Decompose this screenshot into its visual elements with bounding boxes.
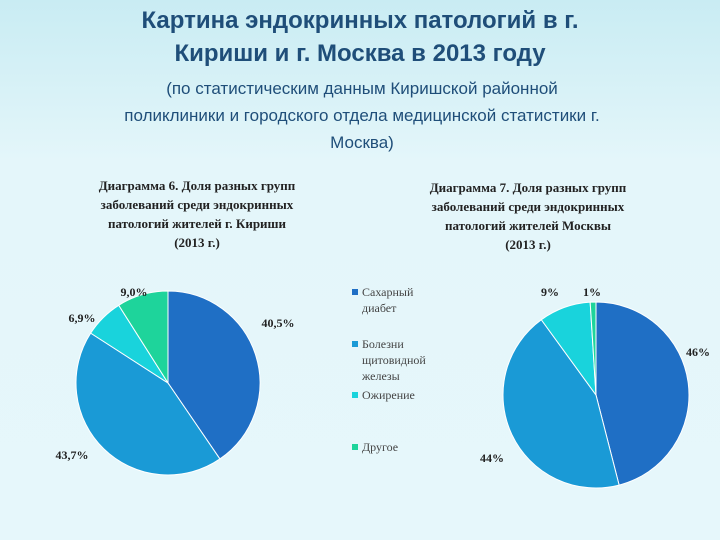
legend-entry: Другое (362, 440, 399, 454)
legend-swatch (352, 392, 358, 398)
data-label: 9% (541, 285, 559, 299)
legend-entry: Ожирение (362, 388, 415, 402)
slide-subtitle: поликлиники и городского отдела медицинс… (124, 106, 599, 125)
data-label: 6,9% (69, 311, 96, 325)
legend-swatch (352, 444, 358, 450)
data-label: 46% (686, 345, 710, 359)
pie-slice (502, 319, 620, 489)
legend-label: Ожирение (362, 388, 415, 402)
legend-label: Болезни щитовидной железы (362, 337, 426, 383)
data-label: 9,0% (121, 285, 148, 299)
legend-label: Сахарный диабет (362, 285, 414, 315)
slide-subtitle: (по статистическим данным Киришской райо… (166, 79, 558, 98)
slide-subtitle: Москва) (330, 133, 394, 152)
pie-slice (75, 332, 221, 476)
chart-title: (2013 г.) (505, 237, 551, 252)
chart-title: заболеваний среди эндокринных (101, 197, 294, 212)
slide-title: Кириши и г. Москва в 2013 году (174, 40, 546, 67)
data-label: 1% (583, 285, 601, 299)
chart-title: заболеваний среди эндокринных (432, 199, 625, 214)
legend-label: Другое (362, 440, 399, 454)
legend-entry: Болезни щитовидной железы (362, 337, 426, 383)
data-label: 40,5% (262, 316, 295, 330)
chart-title: Диаграмма 7. Доля разных групп (430, 180, 627, 195)
chart-title: Диаграмма 6. Доля разных групп (99, 178, 296, 193)
data-label: 43,7% (56, 448, 89, 462)
pie-slice (595, 301, 690, 486)
legend-swatch (352, 341, 358, 347)
pie-slice (167, 290, 261, 460)
pie-slice (589, 301, 597, 396)
chart-title: патологий жителей Москвы (445, 218, 611, 233)
chart-title: (2013 г.) (174, 235, 220, 250)
legend-swatch (352, 289, 358, 295)
data-label: 44% (480, 451, 504, 465)
pie-slice (118, 290, 169, 385)
slide-title: Картина эндокринных патологий в г. (141, 7, 578, 34)
legend-entry: Сахарный диабет (362, 285, 414, 315)
chart-title: патологий жителей г. Кириши (108, 216, 287, 231)
